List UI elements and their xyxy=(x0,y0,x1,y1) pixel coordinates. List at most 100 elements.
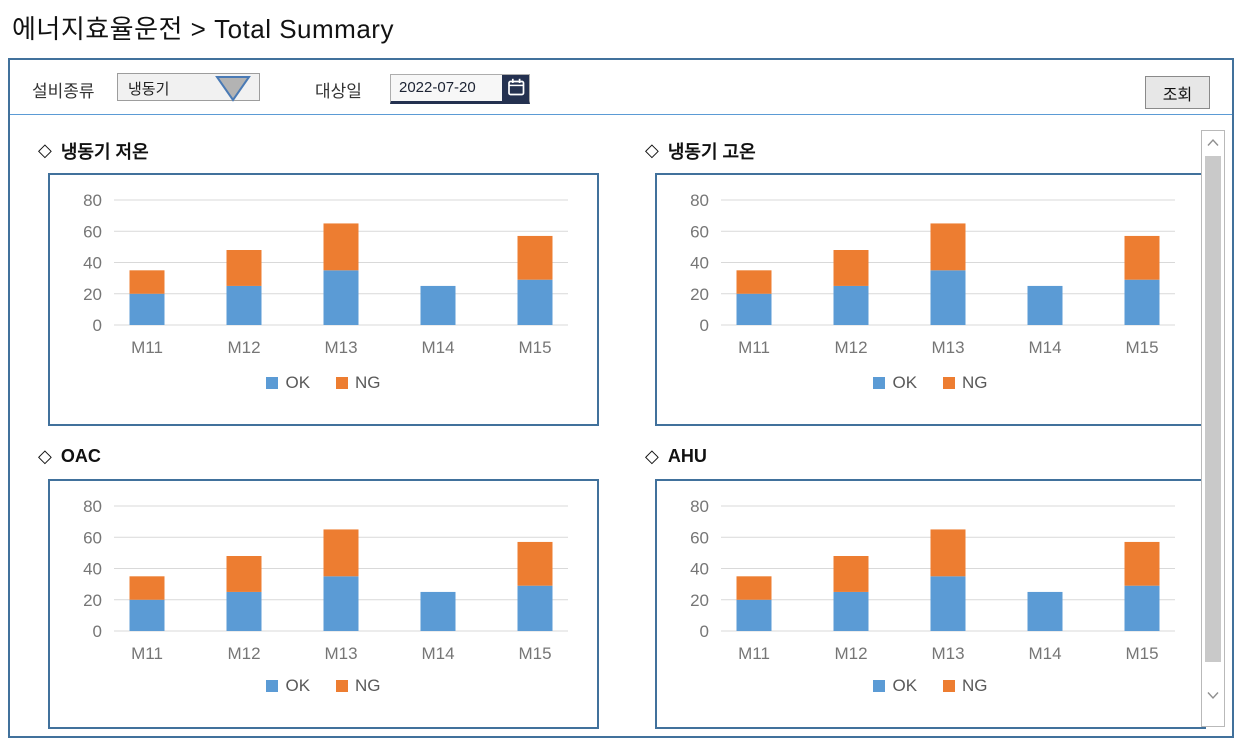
calendar-button[interactable] xyxy=(502,75,529,101)
stacked-bar-chart: 0 20 40 60 80 M11 M12 M13 M14 M15 xyxy=(83,191,568,357)
chart-legend: OK NG xyxy=(657,676,1204,696)
chart-panel-chiller-high-temp: ◇ 냉동기 고온 0 20 40 60 80 M11 M12 M13 M14 M15 OK NG xyxy=(645,138,1206,426)
svg-text:M12: M12 xyxy=(227,338,260,357)
stacked-bar-chart: 0 20 40 60 80 M11 M12 M13 M14 M15 xyxy=(83,497,568,663)
svg-text:80: 80 xyxy=(83,191,102,210)
chart-panel-header: ◇ 냉동기 고온 xyxy=(645,138,1205,163)
chevron-up-icon xyxy=(1207,138,1219,146)
legend-swatch-ng xyxy=(943,377,956,389)
svg-text:80: 80 xyxy=(83,497,102,516)
legend-item-ng: NG xyxy=(336,373,381,393)
equipment-type-label: 설비종류 xyxy=(32,82,95,101)
svg-text:M13: M13 xyxy=(324,644,357,663)
legend-item-ok: OK xyxy=(873,373,917,393)
svg-text:M13: M13 xyxy=(324,338,357,357)
svg-text:M12: M12 xyxy=(834,644,867,663)
legend-swatch-ng xyxy=(943,680,956,692)
svg-text:M13: M13 xyxy=(931,644,964,663)
chart-legend: OK NG xyxy=(50,373,597,393)
chart-panel-header: ◇ AHU xyxy=(645,444,1205,469)
legend-item-ok: OK xyxy=(266,676,310,696)
svg-text:0: 0 xyxy=(93,316,102,335)
legend-label-ng: NG xyxy=(962,373,988,392)
legend-item-ng: NG xyxy=(943,676,988,696)
content-panel: 설비종류 냉동기 대상일 xyxy=(8,58,1234,738)
legend-label-ok: OK xyxy=(892,676,918,695)
chart-frame: 0 20 40 60 80 M11 M12 M13 M14 M15 OK NG xyxy=(48,479,599,729)
legend-label-ng: NG xyxy=(355,676,381,695)
chevron-down-icon xyxy=(1207,691,1219,699)
legend-label-ok: OK xyxy=(285,676,311,695)
target-date-input[interactable] xyxy=(399,76,494,98)
diamond-bullet-icon: ◇ xyxy=(645,446,659,466)
svg-text:M15: M15 xyxy=(1125,644,1158,663)
svg-text:M14: M14 xyxy=(1028,338,1061,357)
chart-frame: 0 20 40 60 80 M11 M12 M13 M14 M15 OK NG xyxy=(655,479,1206,729)
legend-label-ok: OK xyxy=(892,373,918,392)
chart-panel-title: OAC xyxy=(60,446,101,466)
chart-panel-ahu: ◇ AHU 0 20 40 60 80 M11 M12 M13 M14 M15 OK NG xyxy=(645,444,1206,729)
svg-text:M11: M11 xyxy=(131,338,163,357)
chart-panel-title: 냉동기 고온 xyxy=(667,141,756,162)
legend-swatch-ok xyxy=(873,377,886,389)
legend-swatch-ng xyxy=(336,377,349,389)
legend-swatch-ok xyxy=(266,680,279,692)
scroll-up-button[interactable] xyxy=(1202,131,1224,153)
svg-text:M15: M15 xyxy=(1125,338,1158,357)
chart-frame: 0 20 40 60 80 M11 M12 M13 M14 M15 OK NG xyxy=(48,173,599,426)
svg-text:40: 40 xyxy=(690,254,709,273)
svg-text:40: 40 xyxy=(690,560,709,579)
chart-panel-oac: ◇ OAC 0 20 40 60 80 M11 M12 M13 M14 M15 OK NG xyxy=(38,444,599,729)
svg-text:80: 80 xyxy=(690,497,709,516)
diamond-bullet-icon: ◇ xyxy=(38,140,52,160)
svg-text:M12: M12 xyxy=(227,644,260,663)
toolbar: 설비종류 냉동기 대상일 xyxy=(10,60,1232,115)
legend-item-ng: NG xyxy=(336,676,381,696)
svg-text:M11: M11 xyxy=(738,644,770,663)
svg-text:M11: M11 xyxy=(738,338,770,357)
svg-text:M14: M14 xyxy=(1028,644,1061,663)
svg-text:0: 0 xyxy=(93,622,102,641)
svg-text:40: 40 xyxy=(83,560,102,579)
svg-text:M15: M15 xyxy=(518,644,551,663)
svg-text:20: 20 xyxy=(690,591,709,610)
svg-text:20: 20 xyxy=(690,285,709,304)
svg-text:60: 60 xyxy=(83,222,102,241)
equipment-type-select[interactable]: 냉동기 xyxy=(117,73,260,102)
legend-label-ng: NG xyxy=(355,373,381,392)
legend-swatch-ng xyxy=(336,680,349,692)
svg-text:M14: M14 xyxy=(421,644,454,663)
chart-panel-header: ◇ OAC xyxy=(38,444,598,469)
svg-text:M15: M15 xyxy=(518,338,551,357)
svg-text:80: 80 xyxy=(690,191,709,210)
chart-panel-title: 냉동기 저온 xyxy=(60,141,149,162)
legend-item-ok: OK xyxy=(266,373,310,393)
svg-text:40: 40 xyxy=(83,254,102,273)
legend-label-ng: NG xyxy=(962,676,988,695)
svg-text:60: 60 xyxy=(83,528,102,547)
vertical-scrollbar[interactable] xyxy=(1201,130,1225,727)
legend-item-ng: NG xyxy=(943,373,988,393)
legend-label-ok: OK xyxy=(285,373,311,392)
svg-text:60: 60 xyxy=(690,528,709,547)
diamond-bullet-icon: ◇ xyxy=(38,446,52,466)
scroll-down-button[interactable] xyxy=(1202,684,1224,706)
svg-text:60: 60 xyxy=(690,222,709,241)
search-button[interactable]: 조회 xyxy=(1145,76,1210,109)
chart-frame: 0 20 40 60 80 M11 M12 M13 M14 M15 OK NG xyxy=(655,173,1206,426)
target-date-label: 대상일 xyxy=(315,82,362,101)
stacked-bar-chart: 0 20 40 60 80 M11 M12 M13 M14 M15 xyxy=(690,191,1175,357)
svg-text:0: 0 xyxy=(700,622,709,641)
target-date-field xyxy=(390,74,530,104)
calendar-icon xyxy=(506,77,526,100)
svg-text:M11: M11 xyxy=(131,644,163,663)
chart-panel-header: ◇ 냉동기 저온 xyxy=(38,138,598,163)
scrollbar-thumb[interactable] xyxy=(1205,156,1221,662)
svg-text:M14: M14 xyxy=(421,338,454,357)
equipment-type-value: 냉동기 xyxy=(128,81,170,98)
svg-text:M13: M13 xyxy=(931,338,964,357)
diamond-bullet-icon: ◇ xyxy=(645,140,659,160)
dropdown-arrow-icon xyxy=(215,75,251,107)
legend-item-ok: OK xyxy=(873,676,917,696)
chart-panel-chiller-low-temp: ◇ 냉동기 저온 0 20 40 60 80 M11 M12 M13 M14 M15 OK NG xyxy=(38,138,599,426)
